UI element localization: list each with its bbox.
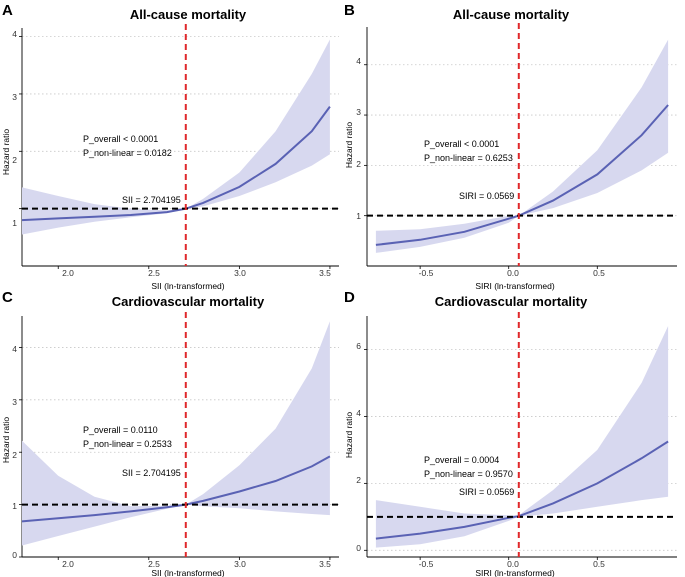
- panel-d-plot-area: [364, 312, 677, 560]
- panel-d-title: Cardiovascular mortality: [435, 294, 588, 309]
- panel-a-xtick-label: 3.0: [234, 268, 246, 278]
- panel-c-xtick-label: 3.5: [319, 559, 331, 569]
- panel-c-ylabel: Hazard ratio: [1, 417, 11, 464]
- panel-a-ytick-label: 4: [12, 29, 17, 39]
- panel-b-ylabel: Hazard ratio: [344, 122, 354, 169]
- panel-d-ytick-label: 2: [356, 475, 361, 485]
- panel-a-ytick-label: 1: [12, 218, 17, 228]
- panel-c-xticklabels: 2.0 2.5 3.0 3.5: [62, 559, 331, 569]
- panel-b-plot-area: [364, 23, 677, 269]
- panel-c-title: Cardiovascular mortality: [112, 294, 265, 309]
- panel-a-yticklabels: 1 2 3 4: [12, 29, 17, 228]
- panel-c-ytick-label: 0: [12, 550, 17, 560]
- panel-b-xtick-label: 0.0: [507, 268, 519, 278]
- panel-b-title: All-cause mortality: [453, 7, 570, 22]
- panel-b-ytick-label: 4: [356, 56, 361, 66]
- panel-a-ytick-label: 3: [12, 92, 17, 102]
- panel-a-ylabel: Hazard ratio: [1, 129, 11, 176]
- panel-c: C Cardiovascular mortality 0 1 2 3 4 2.0…: [1, 289, 331, 577]
- panel-a-xlabel: SII (ln-transformed): [151, 281, 224, 291]
- panel-d-reference-label: SIRI = 0.0569: [459, 487, 514, 497]
- panel-c-ytick-label: 2: [12, 450, 17, 460]
- panel-a-title: All-cause mortality: [130, 7, 247, 22]
- panel-d-ytick-label: 0: [356, 543, 361, 553]
- panel-c-ytick-label: 4: [12, 344, 17, 354]
- panel-b-ytick-label: 2: [356, 159, 361, 169]
- panel-d-ylabel: Hazard ratio: [344, 412, 354, 459]
- panel-a: A All-cause mortality 1 2 3 4 2.0 2.5 3.…: [1, 2, 331, 291]
- panel-b-xlabel: SIRI (ln-transformed): [475, 281, 555, 291]
- panel-a-p-nonlinear: P_non-linear = 0.0182: [83, 148, 172, 158]
- panel-a-xticklabels: 2.0 2.5 3.0 3.5: [62, 268, 331, 278]
- panel-c-xtick-label: 3.0: [234, 559, 246, 569]
- panel-d-xtick-label: -0.5: [419, 559, 434, 569]
- panel-d-ytick-label: 4: [356, 408, 361, 418]
- panel-d-confidence-band: [375, 326, 669, 548]
- panel-b-ytick-label: 3: [356, 107, 361, 117]
- panel-c-confidence-band: [22, 321, 330, 546]
- panel-b-xtick-label: -0.5: [419, 268, 434, 278]
- panel-d-p-nonlinear: P_non-linear = 0.9570: [424, 469, 513, 479]
- panel-letter-c: C: [2, 289, 13, 306]
- panel-letter-a: A: [2, 2, 13, 19]
- panel-b-ytick-label: 1: [356, 211, 361, 221]
- panel-c-ytick-label: 3: [12, 397, 17, 407]
- panel-c-yticklabels: 0 1 2 3 4: [12, 344, 17, 560]
- panel-d-xtick-label: 0.5: [593, 559, 605, 569]
- panel-a-xtick-label: 2.0: [62, 268, 74, 278]
- panel-b-xticklabels: -0.5 0.0 0.5: [419, 268, 606, 278]
- panel-c-xtick-label: 2.0: [62, 559, 74, 569]
- panel-a-plot-area: [19, 24, 339, 269]
- panel-c-ytick-label: 1: [12, 501, 17, 511]
- panel-b-reference-label: SIRI = 0.0569: [459, 191, 514, 201]
- panel-a-xtick-label: 2.5: [148, 268, 160, 278]
- panel-b-p-nonlinear: P_non-linear = 0.6253: [424, 153, 513, 163]
- panel-a-xtick-label: 3.5: [319, 268, 331, 278]
- panel-b-xtick-label: 0.5: [593, 268, 605, 278]
- panel-a-confidence-band: [22, 39, 330, 235]
- panel-d-ytick-label: 6: [356, 341, 361, 351]
- panel-d-p-overall: P_overall = 0.0004: [424, 455, 499, 465]
- panel-b-confidence-band: [375, 39, 669, 253]
- panel-a-p-overall: P_overall < 0.0001: [83, 134, 158, 144]
- panel-d-xticklabels: -0.5 0.0 0.5: [419, 559, 606, 569]
- panel-c-xlabel: SII (ln-transformed): [151, 568, 224, 577]
- panel-c-xtick-label: 2.5: [148, 559, 160, 569]
- panel-d: D Cardiovascular mortality 0 2 4 6 -0.5 …: [344, 289, 605, 577]
- panel-b-p-overall: P_overall < 0.0001: [424, 139, 499, 149]
- panel-b-yticklabels: 1 2 3 4: [356, 56, 361, 221]
- panel-c-reference-label: SII = 2.704195: [122, 468, 181, 478]
- panel-d-yticklabels: 0 2 4 6: [356, 341, 361, 553]
- panel-c-plot-area: [19, 312, 339, 560]
- panel-d-xtick-label: 0.0: [507, 559, 519, 569]
- panel-letter-d: D: [344, 289, 355, 306]
- panel-a-reference-label: SII = 2.704195: [122, 195, 181, 205]
- panel-letter-b: B: [344, 2, 355, 19]
- panel-c-p-nonlinear: P_non-linear = 0.2533: [83, 439, 172, 449]
- panel-b: B All-cause mortality 1 2 3 4 -0.5 0.0 0…: [344, 2, 605, 291]
- panel-d-xlabel: SIRI (ln-transformed): [475, 568, 555, 577]
- panel-a-ytick-label: 2: [12, 155, 17, 165]
- panel-c-p-overall: P_overall = 0.0110: [83, 425, 158, 435]
